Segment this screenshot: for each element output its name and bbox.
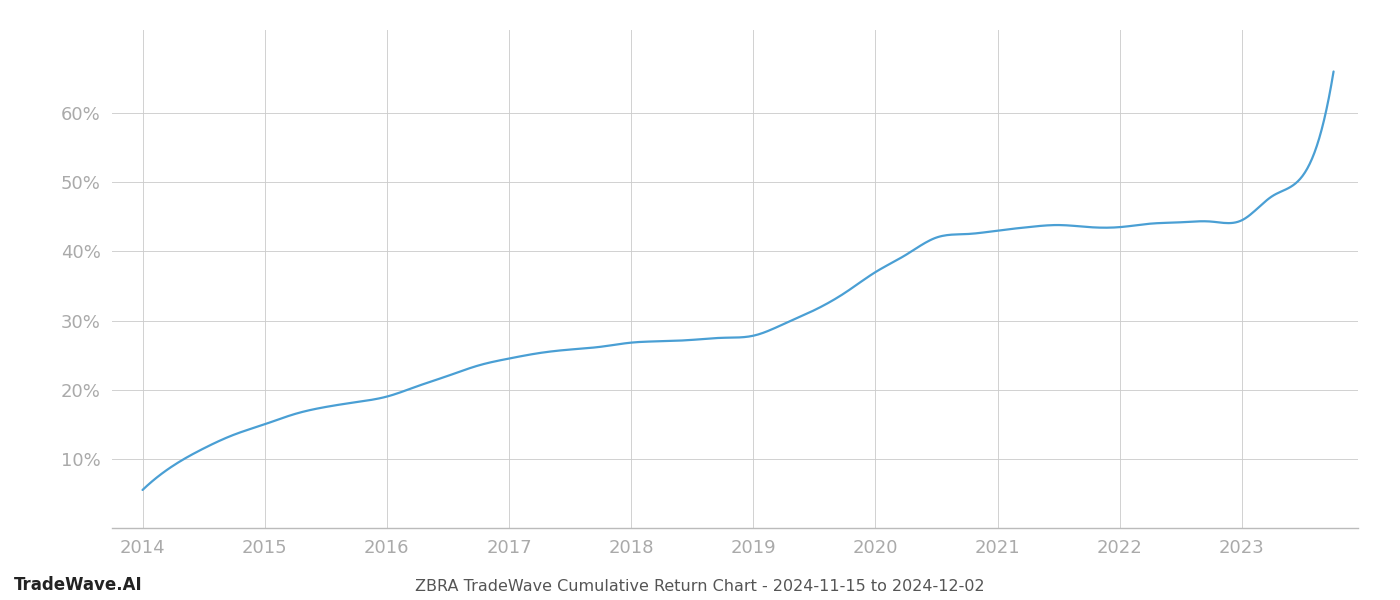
Text: TradeWave.AI: TradeWave.AI xyxy=(14,576,143,594)
Text: ZBRA TradeWave Cumulative Return Chart - 2024-11-15 to 2024-12-02: ZBRA TradeWave Cumulative Return Chart -… xyxy=(416,579,984,594)
